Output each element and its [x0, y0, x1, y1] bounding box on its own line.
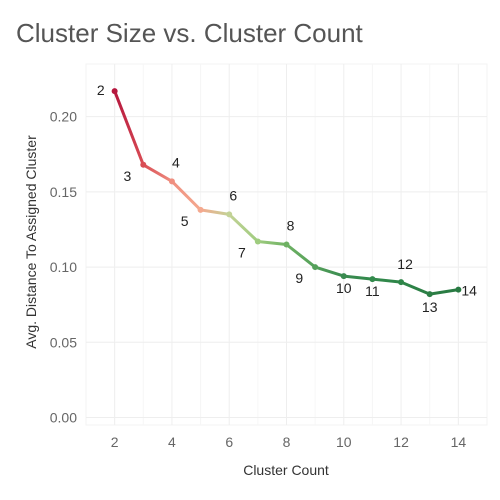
y-tick-label: 0.10: [50, 259, 77, 275]
series-line: [113, 89, 460, 296]
line-segment: [141, 163, 174, 183]
line-segment: [199, 208, 231, 216]
x-tick-label: 14: [451, 434, 467, 450]
data-point-label: 10: [336, 280, 352, 296]
data-point-label: 14: [461, 283, 477, 299]
data-point: [283, 241, 290, 248]
x-tick-label: 8: [283, 434, 291, 450]
x-tick-label: 6: [225, 434, 233, 450]
data-point: [398, 279, 405, 286]
x-tick-label: 12: [393, 434, 409, 450]
data-point: [197, 206, 204, 213]
y-tick-label: 0.15: [50, 184, 77, 200]
data-point: [254, 238, 261, 245]
x-tick-label: 2: [111, 434, 119, 450]
line-segment: [399, 280, 432, 296]
data-points: [111, 88, 462, 298]
data-point-label: 12: [397, 256, 413, 272]
line-segment: [170, 179, 203, 212]
grid-lines: [85, 63, 488, 426]
line-segment: [113, 89, 145, 167]
data-point-label: 13: [422, 299, 438, 315]
data-point: [426, 291, 433, 298]
data-point: [340, 273, 347, 280]
data-point: [312, 264, 319, 271]
data-point-label: 6: [229, 187, 237, 203]
data-point-label: 3: [123, 168, 131, 184]
x-tick-label: 10: [336, 434, 352, 450]
y-axis-title: Avg. Distance To Assigned Cluster: [23, 135, 39, 349]
data-point: [140, 161, 147, 168]
data-point: [111, 88, 118, 95]
data-point-label: 4: [172, 154, 180, 170]
y-tick-label: 0.20: [50, 109, 77, 125]
data-point-labels: 2 3 4 5 6 7 8 9 10 11 12 13 14: [97, 82, 477, 315]
y-tick-label: 0.05: [50, 334, 77, 350]
line-segment: [428, 288, 460, 296]
line-segment: [313, 265, 346, 278]
line-segment: [342, 274, 374, 281]
data-point-label: 11: [365, 283, 380, 299]
data-point: [168, 178, 175, 185]
chart-title: Cluster Size vs. Cluster Count: [16, 18, 363, 48]
line-segment: [285, 243, 317, 269]
x-axis-title: Cluster Count: [243, 462, 329, 478]
line-segment: [256, 239, 288, 246]
line-segment: [227, 212, 260, 243]
data-point: [455, 286, 462, 293]
axis-tick-labels: 2 4 6 8 10 12 14 0.00 0.05 0.10 0.15 0.20: [50, 109, 467, 450]
line-segment: [370, 277, 403, 284]
data-point: [369, 276, 376, 283]
data-point: [226, 211, 233, 218]
data-point-label: 9: [295, 270, 303, 286]
data-point-label: 2: [97, 82, 105, 98]
y-tick-label: 0.00: [50, 409, 77, 425]
x-tick-label: 4: [168, 434, 176, 450]
data-point-label: 7: [238, 244, 246, 260]
data-point-label: 5: [181, 213, 189, 229]
data-point-label: 8: [287, 218, 295, 234]
